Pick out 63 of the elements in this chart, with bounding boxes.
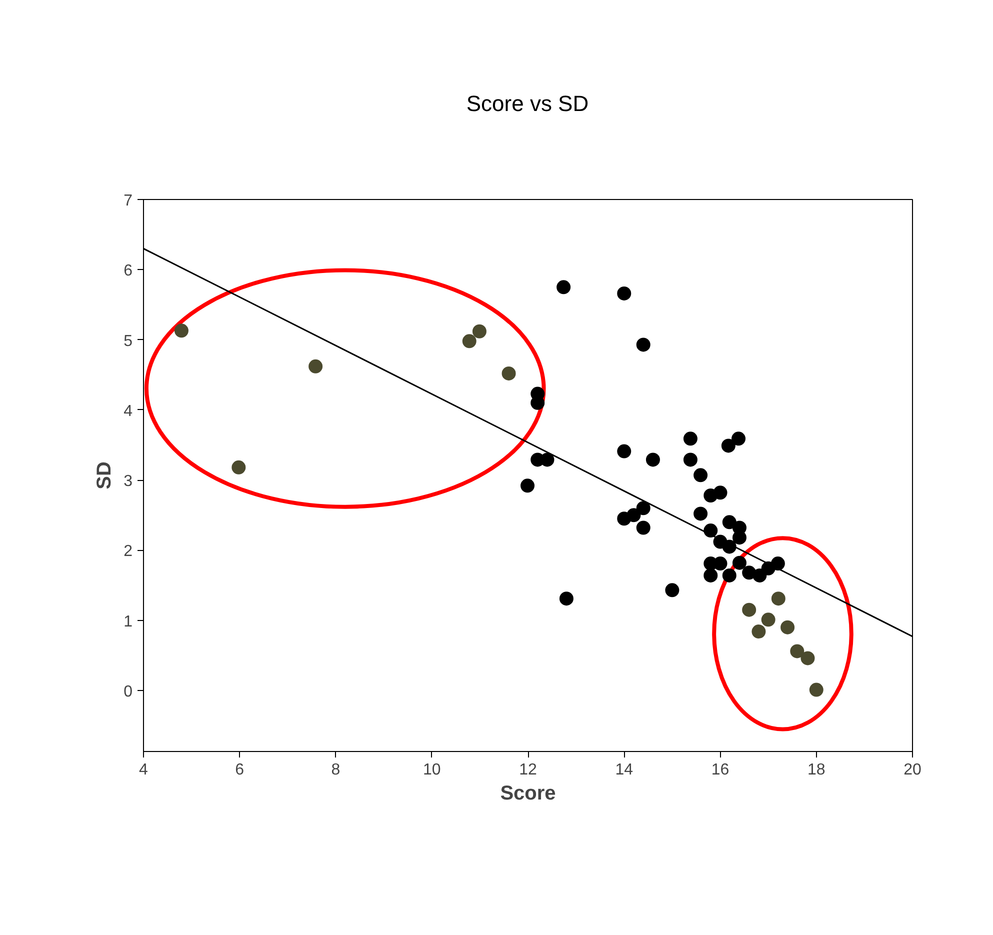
point xyxy=(559,592,574,606)
x-tick-label: 16 xyxy=(711,762,730,778)
point xyxy=(742,602,756,617)
chart-title: Score vs SD xyxy=(466,90,589,118)
point xyxy=(502,366,516,380)
y-tick-label: 0 xyxy=(124,683,133,700)
x-tick-label: 10 xyxy=(422,762,441,778)
y-tick-label: 5 xyxy=(124,332,133,350)
x-tick-label: 18 xyxy=(807,762,826,778)
point xyxy=(617,286,632,300)
point xyxy=(232,460,246,474)
x-axis-title: Score xyxy=(500,782,556,804)
x-tick-label: 8 xyxy=(331,762,340,778)
point xyxy=(761,612,776,627)
y-axis-title: SD xyxy=(94,462,116,490)
point xyxy=(636,520,650,535)
point xyxy=(556,280,571,294)
point xyxy=(732,530,746,545)
point xyxy=(683,432,698,446)
point xyxy=(683,452,698,467)
point xyxy=(174,324,188,338)
point xyxy=(617,444,632,458)
point xyxy=(520,478,535,493)
point xyxy=(646,452,660,467)
x-tick-label: 6 xyxy=(235,762,244,778)
x-tick-label: 20 xyxy=(904,762,922,778)
point xyxy=(472,324,486,338)
point xyxy=(752,624,766,639)
y-tick-label: 2 xyxy=(124,543,133,560)
point xyxy=(626,508,641,522)
point xyxy=(732,432,746,446)
point xyxy=(770,556,785,571)
point xyxy=(752,568,767,582)
point xyxy=(665,583,680,598)
y-tick-label: 7 xyxy=(124,192,133,210)
point xyxy=(713,486,728,500)
point xyxy=(800,651,815,666)
point xyxy=(540,452,554,467)
y-tick-label: 1 xyxy=(124,613,133,630)
point xyxy=(308,359,323,374)
point xyxy=(809,682,824,697)
point xyxy=(732,556,746,570)
point xyxy=(636,501,650,516)
point xyxy=(722,540,736,554)
x-tick-label: 4 xyxy=(139,762,148,778)
point xyxy=(780,620,795,634)
x-tick-label: 12 xyxy=(519,762,537,778)
point xyxy=(722,568,736,582)
y-tick-label: 4 xyxy=(124,402,133,420)
point xyxy=(462,334,476,348)
point xyxy=(694,468,708,482)
point xyxy=(771,592,786,606)
point xyxy=(704,524,718,538)
point xyxy=(722,515,736,530)
y-tick-label: 3 xyxy=(124,473,133,490)
x-tick-label: 14 xyxy=(615,762,634,778)
point xyxy=(636,338,650,352)
point xyxy=(790,644,804,658)
point xyxy=(721,438,736,453)
point xyxy=(694,506,708,521)
y-tick-label: 6 xyxy=(124,262,133,280)
point xyxy=(704,568,718,582)
point xyxy=(713,556,728,571)
